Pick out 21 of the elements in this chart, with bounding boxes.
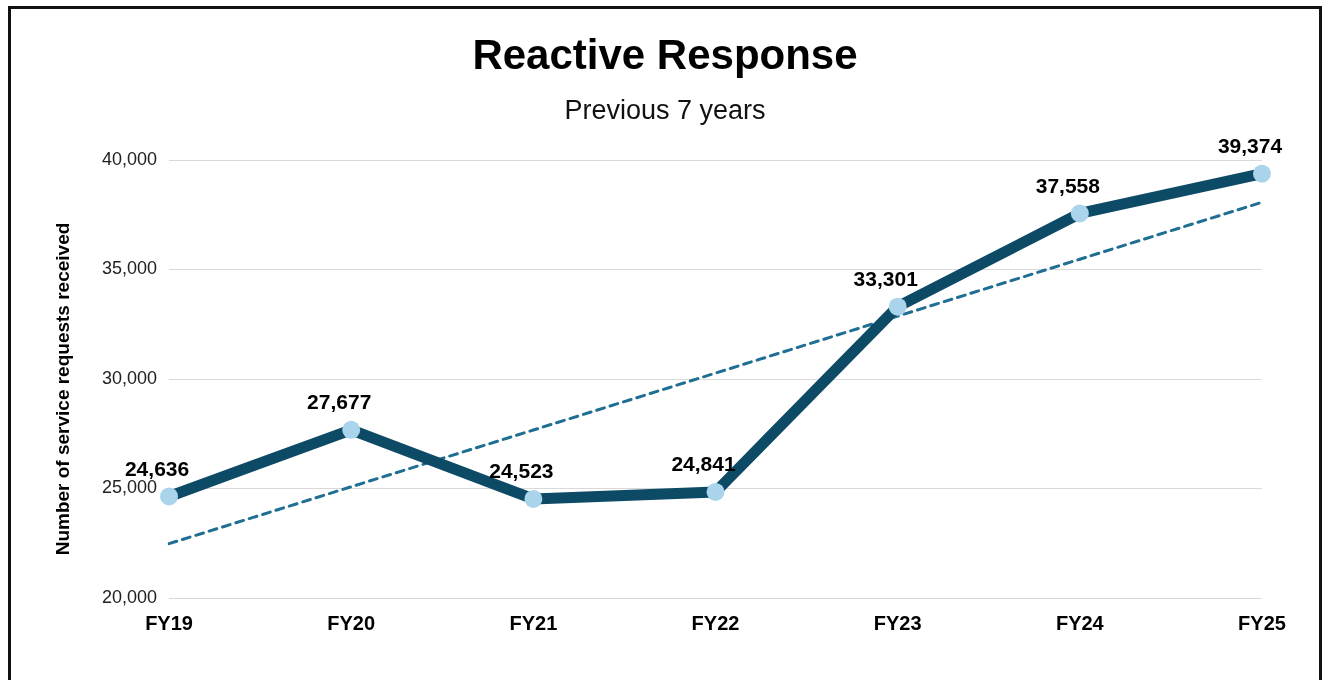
x-tick-label: FY25 xyxy=(1238,611,1286,634)
data-label: 24,841 xyxy=(671,452,736,476)
x-tick-label: FY19 xyxy=(145,611,193,634)
x-tick-label: FY22 xyxy=(691,611,740,634)
chart-title: Reactive Response xyxy=(471,31,859,79)
data-label: 27,677 xyxy=(307,390,372,414)
y-tick-label: 35,000 xyxy=(101,258,158,279)
data-label: 37,558 xyxy=(1035,173,1101,197)
x-tick-label: FY23 xyxy=(873,611,922,634)
x-tick-label: FY20 xyxy=(327,611,376,634)
y-tick-label: 20,000 xyxy=(101,586,158,607)
data-label: 24,523 xyxy=(489,459,554,483)
y-tick-label: 30,000 xyxy=(101,367,158,388)
y-tick-label: 40,000 xyxy=(101,148,158,169)
data-label: 24,636 xyxy=(124,456,190,480)
data-label: 39,374 xyxy=(1217,134,1283,158)
chart-subtitle: Previous 7 years xyxy=(563,95,767,126)
x-tick-label: FY24 xyxy=(1055,611,1105,634)
x-tick-label: FY21 xyxy=(509,611,558,634)
data-label: 33,301 xyxy=(853,267,919,290)
y-axis-title: Number of service requests received xyxy=(52,222,74,556)
